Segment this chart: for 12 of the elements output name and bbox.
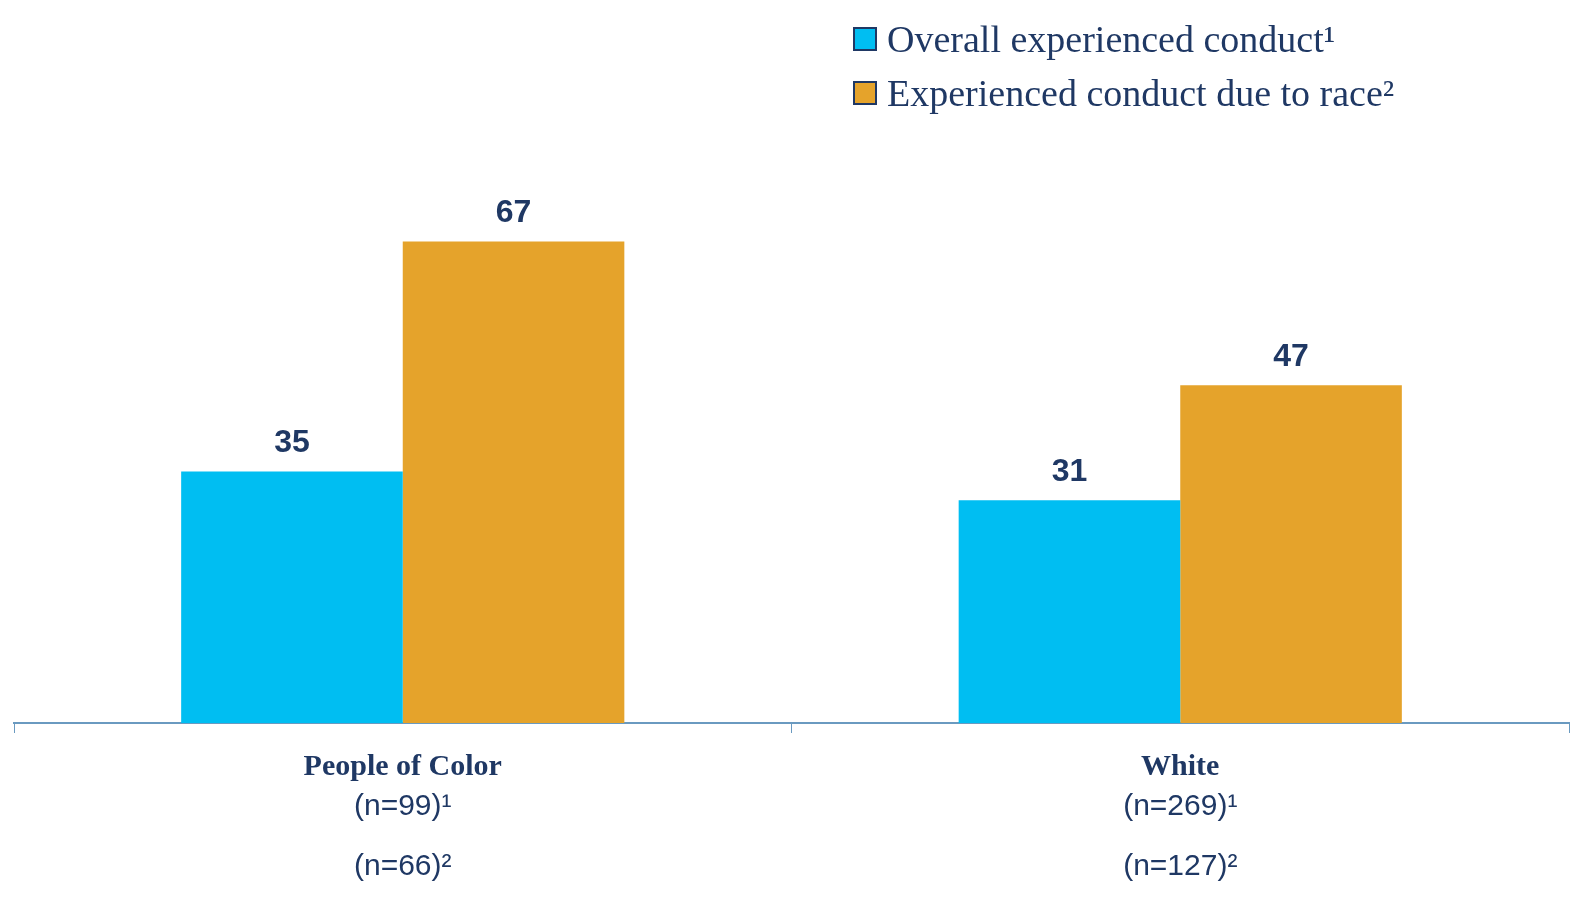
x-tick-label: White (n=269)¹ (n=127)²: [1123, 747, 1238, 882]
x-tick-label: People of Color (n=99)¹ (n=66)²: [303, 747, 502, 882]
legend-label: Experienced conduct due to race²: [887, 71, 1395, 115]
data-label: 31: [1051, 452, 1088, 489]
bar: [1180, 385, 1402, 723]
data-label: 47: [1273, 337, 1309, 374]
bar: [958, 500, 1181, 723]
legend-label: Overall experienced conduct¹: [887, 17, 1336, 61]
bar: [402, 241, 625, 723]
bar: [181, 471, 403, 723]
data-label: 35: [274, 423, 310, 460]
data-label: 67: [495, 193, 532, 230]
